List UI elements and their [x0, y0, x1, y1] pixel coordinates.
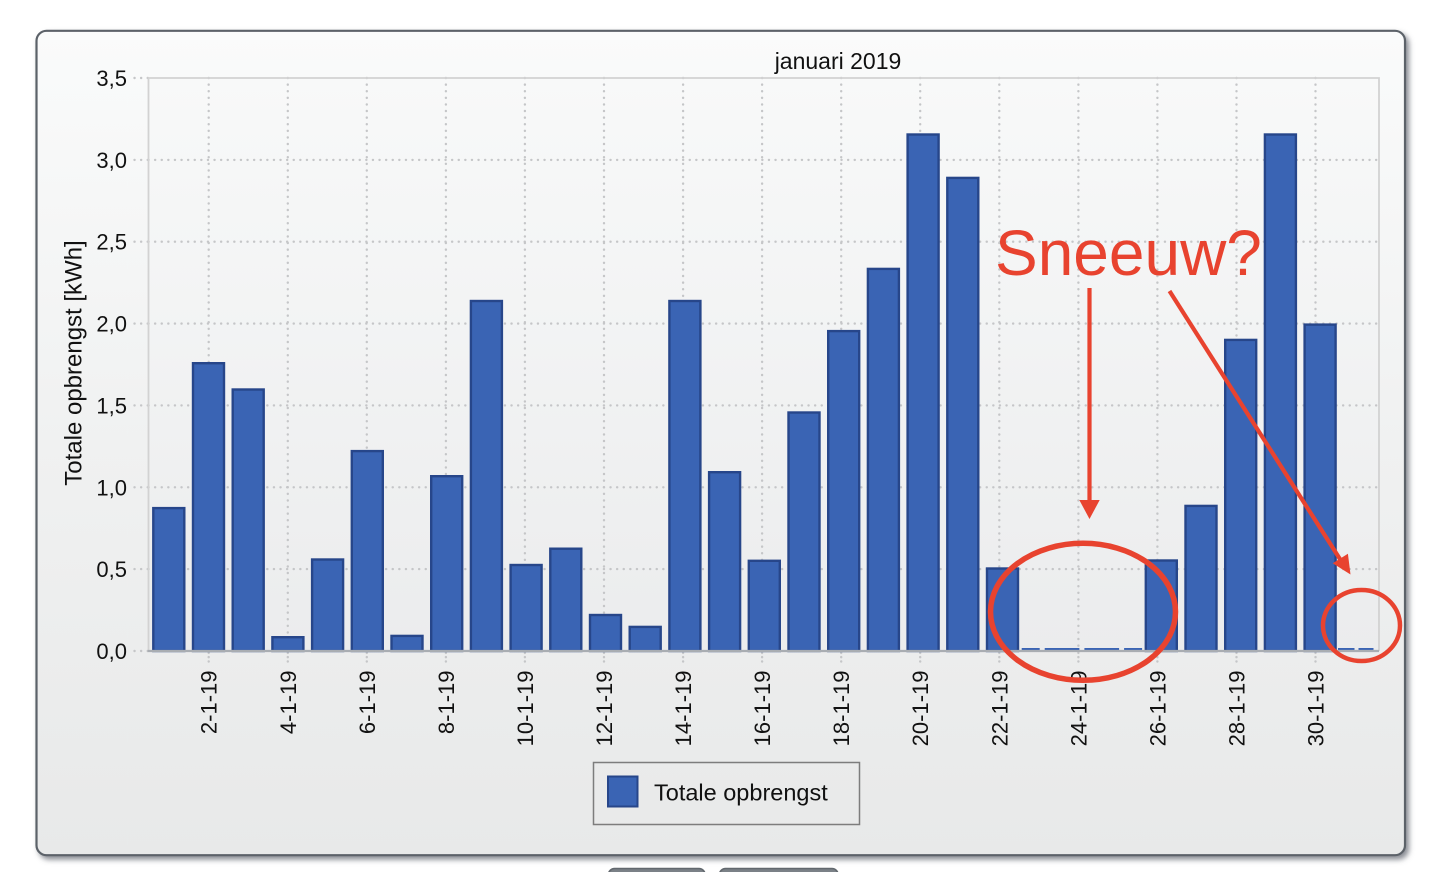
- svg-text:0,5: 0,5: [96, 557, 127, 582]
- svg-text:14-1-19: 14-1-19: [671, 671, 696, 747]
- svg-text:12-1-19: 12-1-19: [592, 671, 617, 747]
- svg-text:2,0: 2,0: [96, 312, 127, 337]
- svg-text:januari 2019: januari 2019: [774, 48, 902, 74]
- svg-text:Sneeuw?: Sneeuw?: [995, 217, 1262, 289]
- svg-text:8-1-19: 8-1-19: [434, 671, 459, 735]
- svg-text:18-1-19: 18-1-19: [829, 671, 854, 747]
- svg-text:10-1-19: 10-1-19: [513, 671, 538, 747]
- svg-text:24-1-19: 24-1-19: [1066, 671, 1091, 747]
- svg-text:22-1-19: 22-1-19: [987, 671, 1012, 747]
- svg-text:2,5: 2,5: [96, 230, 127, 255]
- svg-text:30-1-19: 30-1-19: [1304, 671, 1329, 747]
- svg-text:Totale opbrengst [kWh]: Totale opbrengst [kWh]: [61, 240, 88, 485]
- svg-text:28-1-19: 28-1-19: [1225, 671, 1250, 747]
- svg-text:1,5: 1,5: [96, 393, 127, 418]
- svg-text:26-1-19: 26-1-19: [1145, 671, 1170, 747]
- svg-text:2-1-19: 2-1-19: [197, 671, 222, 735]
- svg-text:1,0: 1,0: [96, 475, 127, 500]
- svg-text:16-1-19: 16-1-19: [750, 671, 775, 747]
- svg-text:3,5: 3,5: [96, 66, 127, 91]
- svg-text:3,0: 3,0: [96, 148, 127, 173]
- svg-text:20-1-19: 20-1-19: [908, 671, 933, 747]
- svg-text:Totale opbrengst: Totale opbrengst: [654, 780, 828, 806]
- svg-text:0,0: 0,0: [96, 639, 127, 664]
- svg-text:4-1-19: 4-1-19: [276, 671, 301, 735]
- svg-text:6-1-19: 6-1-19: [355, 671, 380, 735]
